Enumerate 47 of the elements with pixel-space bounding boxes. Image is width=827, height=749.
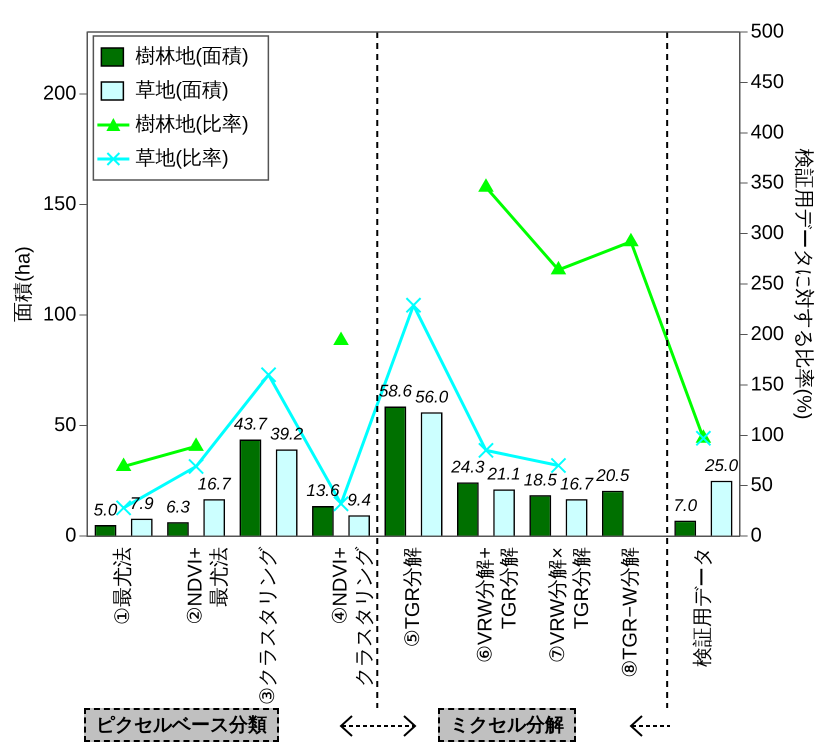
data-label: 43.7 xyxy=(234,414,268,434)
legend-label: 樹林地(比率) xyxy=(135,114,249,136)
data-label: 7.0 xyxy=(673,496,698,515)
data-label: 18.5 xyxy=(524,470,558,490)
data-label: 24.3 xyxy=(450,458,485,477)
data-label: 21.1 xyxy=(486,464,521,484)
y2-tick-label: 350 xyxy=(750,172,784,194)
x-tick-label: ⑥VRW分解+ TGR分解 xyxy=(474,547,520,663)
text: ピクセルベース分類 xyxy=(84,708,279,742)
y-tick-label: 100 xyxy=(42,304,76,326)
y2-tick-label: 50 xyxy=(750,474,773,496)
y2-tick-label: 500 xyxy=(750,20,784,43)
x-tick-label: ⑧TGR−W分解 xyxy=(619,547,642,678)
y2-tick-label: 400 xyxy=(750,121,784,144)
x-tick-label: ④NDVI+ クラスタリング xyxy=(330,546,376,688)
x-tick-label: ①最尤法 xyxy=(112,547,134,626)
legend-label: 草地(比率) xyxy=(135,148,229,170)
data-label: 16.7 xyxy=(198,474,232,494)
data-label: 20.5 xyxy=(595,466,630,485)
data-label: 5.0 xyxy=(94,500,118,520)
x-tick-label: ②NDVI+ 最尤法 xyxy=(184,547,231,624)
data-label: 25.0 xyxy=(704,456,739,476)
text: ミクセル分解 xyxy=(438,708,576,742)
data-label: 16.7 xyxy=(560,474,594,494)
y2-tick-label: 150 xyxy=(750,373,784,396)
y2-tick-label: 0 xyxy=(750,524,762,547)
x-tick-label: ⑦VRW分解× TGR分解 xyxy=(546,547,593,663)
y-tick-label: 50 xyxy=(54,414,76,436)
y2-tick-label: 250 xyxy=(750,272,784,295)
y-axis-title: 面積(ha) xyxy=(12,246,35,322)
y2-tick-label: 200 xyxy=(750,322,784,345)
y-tick-label: 200 xyxy=(42,82,76,104)
y2-tick-label: 300 xyxy=(750,222,784,244)
x-tick-label: ③クラスタリング xyxy=(257,546,280,706)
data-label: 6.3 xyxy=(166,497,190,516)
legend-label: 草地(面積) xyxy=(135,80,229,102)
y2-tick-label: 100 xyxy=(750,424,784,446)
y-tick-label: 0 xyxy=(65,524,76,547)
x-tick-label: ⑤TGR分解 xyxy=(402,547,424,648)
y-tick-label: 150 xyxy=(42,192,76,215)
x-tick-label: 検証用データ xyxy=(692,547,714,668)
data-label: 56.0 xyxy=(415,388,449,406)
y2-axis-title: 検証用データに対する比率(%) xyxy=(792,148,814,420)
data-label: 7.9 xyxy=(130,494,154,513)
data-label: 9.4 xyxy=(347,490,371,510)
legend-label: 樹林地(面積) xyxy=(135,46,249,68)
y2-tick-label: 450 xyxy=(750,70,784,93)
